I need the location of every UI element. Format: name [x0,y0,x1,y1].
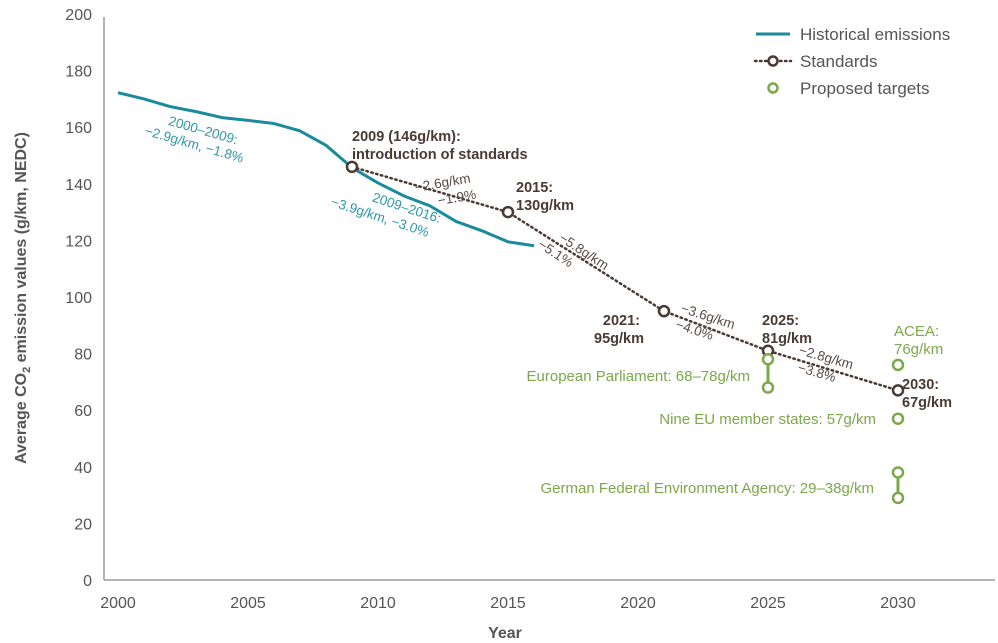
annotation-european-parliament: European Parliament: 68–78g/km [527,368,750,385]
annotation-2025-line1: 2025: [762,313,799,329]
annotation-2015-standard: 2015: 130g/km [516,180,574,214]
y-tick-label: 20 [74,516,92,533]
annotation-acea-line1: ACEA: [894,323,939,340]
x-tick-labels: 2000 2005 2010 2015 2020 2025 2030 [100,595,916,612]
annotation-2030-line2: 67g/km [902,395,952,411]
annotation-acea-line2: 76g/km [894,341,943,358]
y-tick-label: 60 [74,403,92,420]
y-tick-label: 160 [65,120,92,137]
x-axis-title: Year [488,625,522,642]
y-tick-label: 40 [74,460,92,477]
x-tick-label: 2010 [360,595,396,612]
annotation-2000-2009: 2000–2009: −2.9g/km, −1.8% [143,108,250,166]
y-axis-title-part2: emission values (g/km, NEDC) [13,132,30,367]
annotation-2030-standard: 2030: 67g/km [902,377,952,411]
y-tick-label: 180 [65,64,92,81]
annotation-2021-standard: 2021: 95g/km [594,313,644,347]
y-tick-label: 200 [65,7,92,24]
annotations: 2000–2009: −2.9g/km, −1.8% 2009–2016: −3… [143,108,952,497]
annotation-rate-2021-2025: −3.6g/km −4.0% [674,301,741,350]
legend: Historical emissions Standards Proposed … [753,25,950,98]
y-tick-label: 100 [65,290,92,307]
y-axis-title-subscript: 2 [21,367,33,373]
y-axis-title-part1: Average CO [13,373,30,464]
target-point [761,381,775,394]
annotation-2030-line1: 2030: [902,377,939,393]
standards-point [501,205,515,219]
x-tick-label: 2005 [230,595,266,612]
y-tick-label: 0 [83,573,92,590]
annotation-2009-2016: 2009–2016: −3.9g/km, −3.0% [329,178,446,243]
annotation-2015-line1: 2015: [516,180,553,196]
target-point [891,491,905,505]
x-tick-label: 2015 [490,595,526,612]
annotation-rate-2025-2030: −2.8g/km −3.8% [792,342,858,389]
target-point [761,353,775,366]
annotation-2021-line2: 95g/km [594,331,644,347]
x-tick-label: 2020 [620,595,656,612]
historical-emissions-line [117,91,535,248]
annotation-acea: ACEA: 76g/km [894,323,943,358]
annotation-2025-line2: 81g/km [762,331,812,347]
x-tick-label: 2030 [880,595,916,612]
annotation-german-federal-agency: German Federal Environment Agency: 29–38… [540,480,874,497]
y-tick-label: 120 [65,233,92,250]
target-point [891,358,905,372]
annotation-rate-2009-2015-line2: −1.9% [437,187,478,208]
y-tick-label: 140 [65,177,92,194]
series-layer [117,91,905,505]
annotation-nine-eu-member-states: Nine EU member states: 57g/km [659,411,876,428]
annotation-2009-line1: 2009 (146g/km): [352,129,461,145]
legend-targets-marker [767,82,779,94]
legend-standards-label: Standards [800,52,878,71]
target-point [891,466,905,479]
standards-point [891,384,905,397]
legend-standards-marker [767,55,779,67]
x-tick-label: 2000 [100,595,136,612]
y-tick-label: 80 [74,347,92,364]
legend-historical-label: Historical emissions [800,25,950,44]
y-axis-title: Average CO2 emission values (g/km, NEDC) [13,132,33,464]
annotation-2015-line2: 130g/km [516,198,574,214]
annotation-2025-standard: 2025: 81g/km [762,313,812,347]
annotation-2009-standard: 2009 (146g/km): introduction of standard… [352,129,528,163]
legend-targets-label: Proposed targets [800,79,929,98]
standards-point [657,304,671,318]
annotation-2009-line2: introduction of standards [352,147,528,163]
annotation-rate-2015-2021: −5.8g/km −5.1% [535,222,614,289]
standards-point [345,160,359,174]
annotation-2021-line1: 2021: [603,313,640,329]
y-tick-labels: 0 20 40 60 80 100 120 140 160 180 200 [65,7,92,590]
target-point [891,412,905,425]
x-tick-label: 2025 [750,595,786,612]
